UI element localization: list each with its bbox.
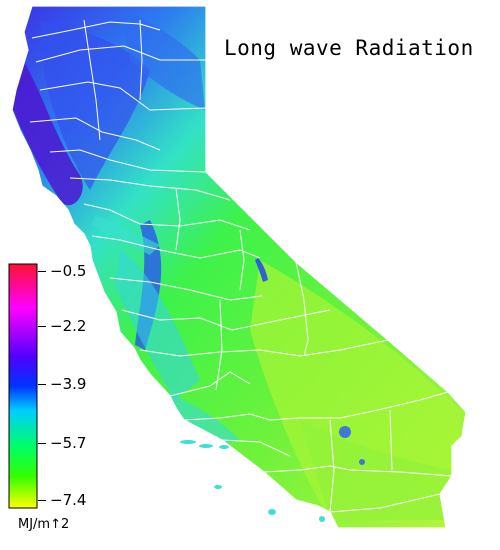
legend-tick-5 bbox=[38, 500, 46, 501]
legend-tick-2 bbox=[38, 326, 46, 327]
legend-tick-4 bbox=[38, 443, 46, 444]
legend-tick-3 bbox=[38, 384, 46, 385]
legend-label-3: −3.9 bbox=[50, 375, 87, 393]
county-boundaries bbox=[11, 5, 467, 529]
legend-color-bar bbox=[8, 263, 38, 509]
legend-label-1: −0.5 bbox=[50, 262, 87, 280]
legend-label-4: −5.7 bbox=[50, 434, 87, 452]
legend-tick-1 bbox=[38, 271, 46, 272]
legend-label-2: −2.2 bbox=[50, 317, 87, 335]
radiation-zones bbox=[12, 10, 460, 520]
channel-islands bbox=[180, 440, 325, 522]
legend-unit: MJ/m↑2 bbox=[18, 517, 70, 532]
map-title: Long wave Radiation bbox=[224, 36, 474, 60]
legend-label-5: −7.4 bbox=[50, 491, 87, 509]
